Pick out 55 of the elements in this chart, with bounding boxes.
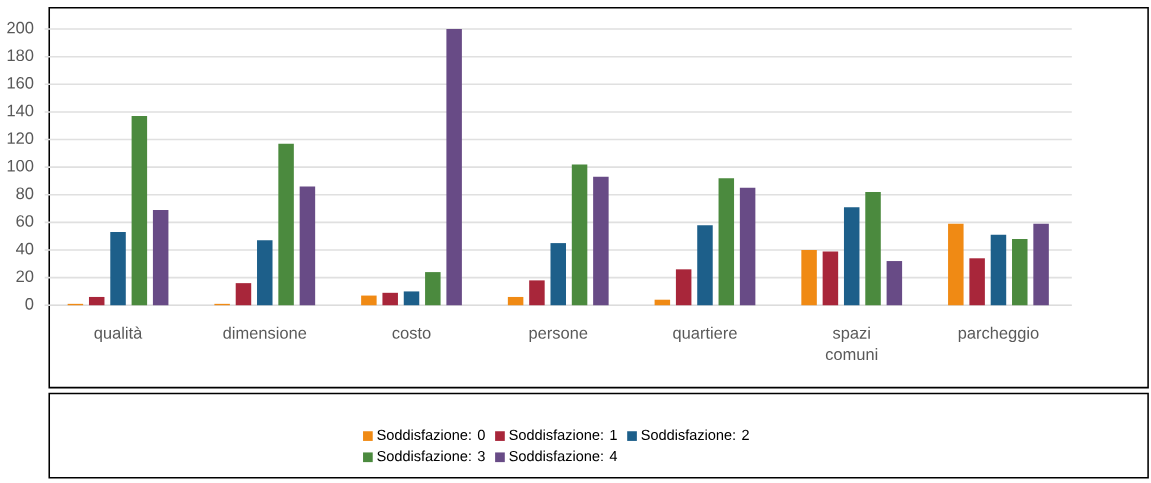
y-tick-label: 140: [7, 104, 34, 117]
legend-label: Soddisfazione: 0: [377, 429, 485, 441]
bar: [299, 186, 316, 306]
bar: [843, 207, 860, 306]
bar: [382, 293, 398, 306]
bar: [88, 297, 105, 306]
bar: [278, 143, 294, 306]
bar: [675, 269, 692, 306]
bar: [822, 251, 839, 306]
y-tick-label: 200: [7, 22, 34, 34]
bar: [507, 297, 524, 306]
bar: [235, 283, 252, 306]
bar: [739, 188, 756, 306]
y-tick-label: 0: [25, 298, 34, 310]
legend-label: Soddisfazione: 1: [509, 429, 617, 441]
legend-label: Soddisfazione: 2: [641, 429, 749, 441]
bar: [361, 295, 377, 306]
bar: [571, 164, 588, 306]
bar: [131, 116, 148, 306]
legend-label: Soddisfazione: 4: [509, 450, 618, 462]
bar: [990, 235, 1007, 306]
bar: [425, 272, 441, 306]
y-tick-label: 40: [15, 242, 34, 255]
y-tick-label: 20: [16, 270, 34, 283]
bar: [948, 223, 964, 306]
bar: [593, 177, 609, 306]
x-tick-label: parcheggio: [958, 326, 1039, 343]
y-tick-label: 100: [7, 160, 34, 172]
bar: [152, 210, 169, 306]
bar: [801, 250, 817, 306]
y-tick-label: 180: [7, 49, 34, 62]
bar: [403, 291, 420, 306]
bar: [110, 232, 126, 306]
bar: [1012, 239, 1028, 306]
legend-label: Soddisfazione: 3: [377, 450, 485, 462]
x-tick-label: costo: [392, 328, 431, 339]
bar: [697, 225, 713, 306]
x-tick-label: quartiere: [673, 326, 737, 343]
bar: [718, 178, 735, 306]
bar: [886, 261, 903, 306]
y-tick-label: 80: [16, 187, 34, 200]
bar: [550, 243, 566, 306]
bar: [1033, 223, 1049, 306]
y-tick-label: 60: [16, 215, 34, 228]
bar: [446, 29, 462, 306]
bar: [969, 258, 985, 306]
bar: [529, 280, 545, 306]
x-tick-label: qualità: [94, 326, 143, 343]
bar: [865, 192, 881, 306]
x-tick-label: persone: [529, 329, 588, 343]
x-tick-label: spazi comuni: [825, 326, 878, 361]
x-tick-label: dimensione: [223, 326, 307, 339]
bar: [257, 240, 273, 306]
y-tick-label: 120: [7, 132, 34, 145]
y-tick-label: 160: [7, 77, 34, 89]
